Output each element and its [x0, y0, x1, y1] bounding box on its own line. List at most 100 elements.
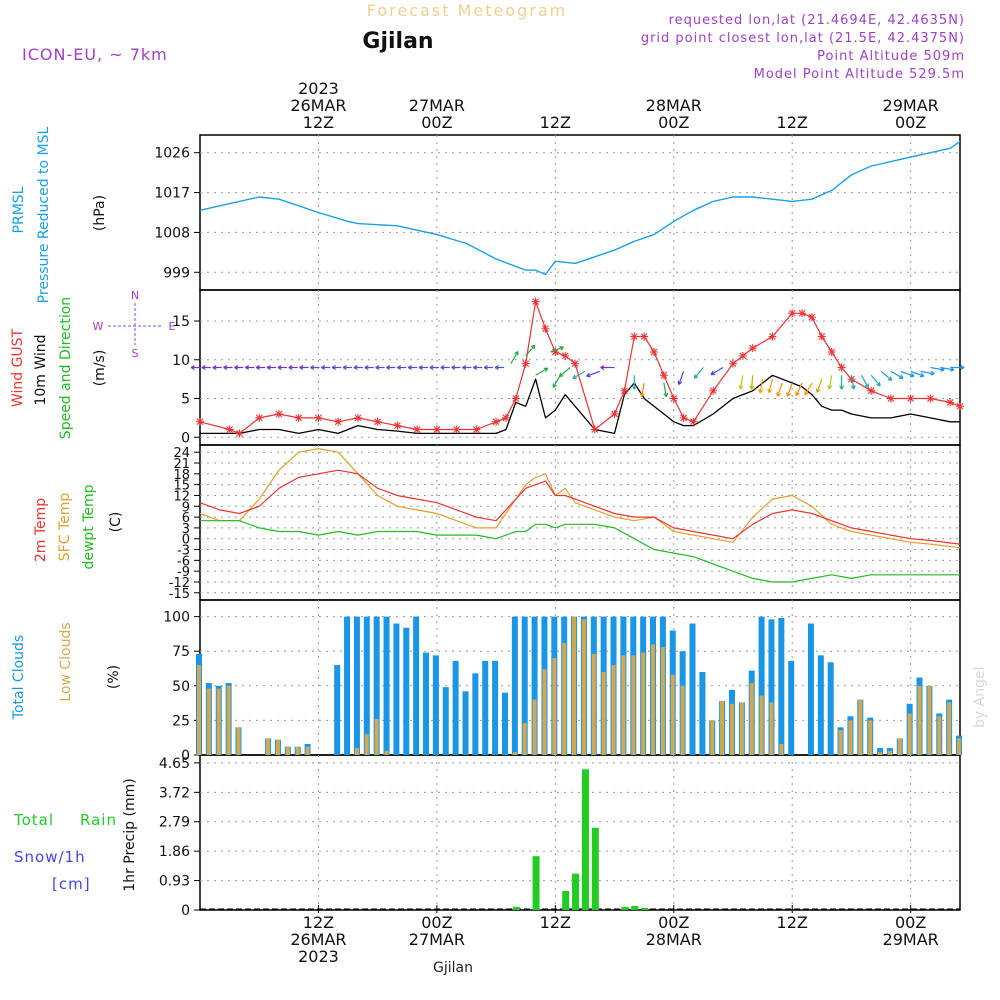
- time-label-bottom-1-1: 27MAR: [409, 930, 465, 949]
- gridpoint-coords: grid point closest lon,lat (21.5E, 42.43…: [641, 31, 965, 46]
- wind-arrow-shaft-34: [559, 367, 571, 377]
- cloud-low-bar-68: [868, 720, 873, 755]
- wind-arrow-4: [234, 365, 244, 370]
- wind-arrow-head-9: [288, 365, 293, 370]
- cloud-total-bar-27: [462, 691, 469, 755]
- wind-arrow-shaft-51: [804, 382, 813, 396]
- wind-gust-series-line: [199, 301, 961, 434]
- gust-marker-29: [650, 348, 659, 356]
- cloud-low-bar-69: [878, 752, 883, 755]
- gust-marker-24: [590, 425, 599, 434]
- wind-arrow-head-24: [451, 365, 456, 370]
- wind-arrow-56: [860, 374, 869, 388]
- wind-arrow-head-13: [331, 365, 336, 370]
- cloud-low-bar-34: [532, 699, 537, 755]
- footer-location: Gjilan: [433, 960, 473, 976]
- wind-ytick-label-0: 15: [172, 314, 190, 330]
- gust-marker-17: [511, 394, 520, 403]
- gust-marker-4: [274, 410, 283, 418]
- cloud-low-bar-41: [601, 671, 606, 755]
- cloud-low-bar-0: [197, 665, 201, 755]
- wind-arrow-13: [331, 365, 342, 370]
- gust-marker-37: [748, 344, 757, 353]
- cloud-low-bar-35: [542, 669, 547, 755]
- wind-arrow-head-51: [804, 391, 809, 396]
- wind-arrow-17: [375, 365, 385, 370]
- wind-arrow-head-32: [559, 346, 564, 351]
- cloud-low-bar-2: [216, 688, 221, 755]
- wind-arrow-head-17: [375, 365, 380, 370]
- wind-arrow-shaft-44: [739, 375, 744, 390]
- wind-arrow-shaft-46: [759, 379, 764, 394]
- gust-marker-22: [561, 351, 570, 360]
- wind-ytick-label-2: 5: [181, 392, 190, 408]
- temp-ytick-label-4: 12: [173, 489, 190, 504]
- wind-arrow-9: [288, 365, 298, 370]
- cloud-total-bar-34: [531, 616, 538, 755]
- cloud-low-bar-66: [848, 720, 853, 755]
- wind-arrow-33: [552, 374, 561, 388]
- time-label-top-0-0: 2023: [298, 79, 339, 98]
- temp-ytick-label-13: -15: [169, 587, 190, 602]
- cloud-low-bar-75: [937, 716, 942, 755]
- wind-arrow-3: [223, 365, 233, 370]
- gust-marker-3: [255, 413, 264, 422]
- wind-arrow-head-56: [864, 383, 869, 388]
- wind-arrow-head-20: [407, 365, 412, 370]
- wind-arrow-head-2: [212, 365, 217, 370]
- time-label-top-5-1: 00Z: [895, 113, 926, 132]
- gust-marker-1: [225, 425, 234, 434]
- wind-arrow-head-48: [776, 392, 781, 397]
- wind-arrow-43: [710, 366, 724, 376]
- cloud-total-bar-23: [423, 652, 430, 755]
- temp-ytick-label-3: 15: [173, 479, 190, 494]
- cloud-low-bar-54: [729, 703, 734, 755]
- time-label-top-0-1: 26MAR: [290, 96, 346, 115]
- wind-arrow-53: [827, 375, 833, 390]
- wind-arrow-head-18: [386, 365, 391, 370]
- wind-arrow-shaft-59: [890, 370, 904, 379]
- wind-arrow-48: [776, 382, 783, 397]
- wind-arrow-head-41: [677, 380, 683, 385]
- gust-marker-0: [196, 417, 204, 426]
- precip-bar-7: [631, 905, 639, 910]
- wind-arrow-head-4: [234, 365, 239, 370]
- pressure-ytick-label-1: 1017: [154, 186, 190, 202]
- wind-arrow-10: [299, 365, 309, 370]
- gust-marker-48: [906, 394, 915, 403]
- wind-arrow-54: [839, 375, 845, 390]
- wind-arrow-36: [586, 370, 600, 378]
- cloud-total-bar-60: [788, 660, 795, 755]
- wind-arrow-head-61: [919, 372, 925, 378]
- wind-arrow-shaft-42: [693, 367, 704, 379]
- wind-speed-series-line: [200, 374, 960, 435]
- time-label-bottom-5-1: 29MAR: [883, 930, 939, 949]
- cloud-low-bar-44: [631, 655, 636, 755]
- cloud-low-bar-48: [670, 674, 675, 755]
- cloud-total-bar-62: [807, 623, 814, 755]
- wind-arrow-32: [550, 346, 564, 353]
- wind-arrow-26: [472, 365, 483, 370]
- wind-arrow-shaft-63: [930, 366, 945, 371]
- cloud-low-bar-72: [907, 713, 912, 755]
- clouds-ytick-label-1: 75: [172, 644, 190, 660]
- gust-marker-34: [709, 386, 718, 395]
- cloud-total-bar-58: [768, 619, 775, 755]
- precip-ytick-label-1: 3.72: [159, 785, 190, 801]
- precip-ytick-label-3: 1.86: [159, 844, 190, 860]
- cloud-total-bar-69: [877, 748, 884, 755]
- wind-arrow-20: [407, 365, 418, 370]
- wind-arrow-shaft-48: [776, 382, 783, 397]
- cloud-low-bar-55: [739, 702, 744, 755]
- wind-arrow-18: [386, 365, 396, 370]
- compass-s: S: [132, 347, 139, 360]
- wind-arrow-head-42: [693, 374, 699, 379]
- cloud-total-bar-26: [452, 660, 459, 755]
- gust-marker-51: [956, 402, 964, 411]
- wind-arrow-41: [677, 371, 685, 385]
- wind-arrow-head-36: [586, 372, 591, 378]
- temp-ytick-label-12: -12: [169, 576, 190, 591]
- wind-arrow-62: [920, 370, 935, 376]
- clouds-unit: (%): [106, 665, 122, 689]
- gust-marker-23: [571, 359, 580, 368]
